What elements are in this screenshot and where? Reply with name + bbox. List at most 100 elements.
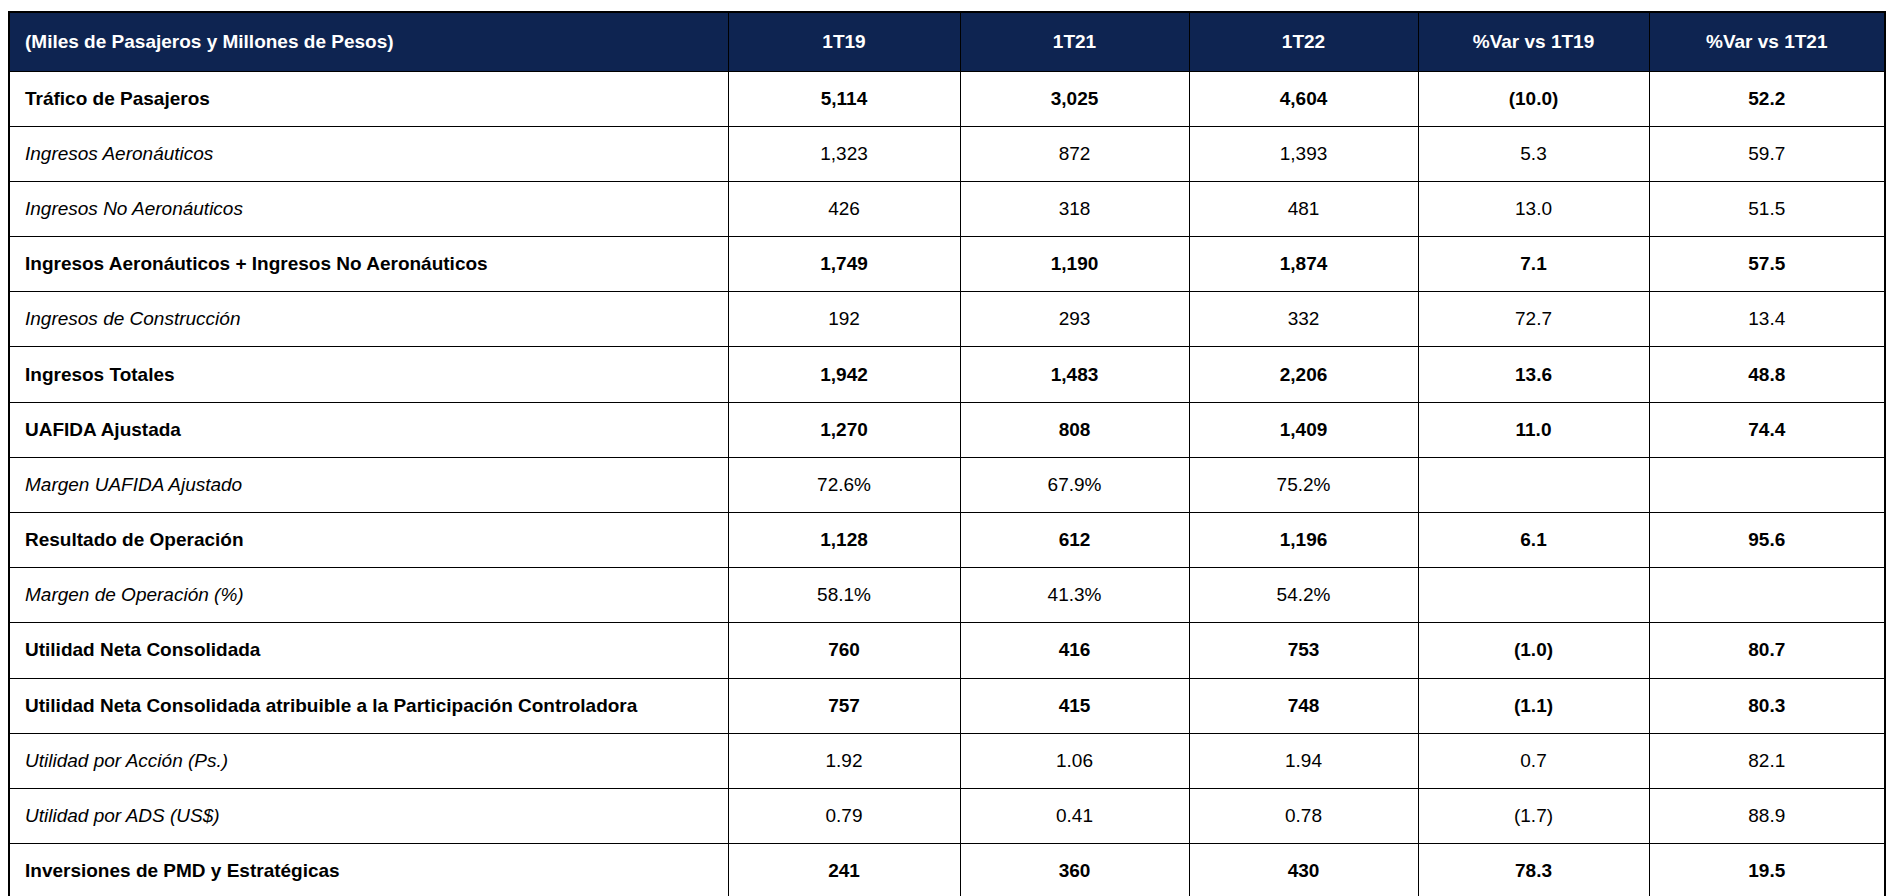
table-row: Margen de Operación (%)58.1%41.3%54.2% <box>9 568 1885 623</box>
column-header-1: 1T19 <box>728 12 960 71</box>
value-cell: 318 <box>960 181 1189 236</box>
value-cell: 88.9 <box>1649 788 1885 843</box>
value-cell <box>1649 457 1885 512</box>
value-cell: 241 <box>728 844 960 896</box>
financial-summary-table: (Miles de Pasajeros y Millones de Pesos)… <box>8 11 1886 896</box>
row-label: Resultado de Operación <box>9 513 728 568</box>
value-cell: 4,604 <box>1189 71 1418 126</box>
table-row: Resultado de Operación1,1286121,1966.195… <box>9 513 1885 568</box>
value-cell: 1,323 <box>728 126 960 181</box>
value-cell: 5.3 <box>1418 126 1649 181</box>
row-label: Tráfico de Pasajeros <box>9 71 728 126</box>
value-cell: 872 <box>960 126 1189 181</box>
value-cell: 54.2% <box>1189 568 1418 623</box>
value-cell: 1,749 <box>728 237 960 292</box>
value-cell: 192 <box>728 292 960 347</box>
value-cell: 0.41 <box>960 788 1189 843</box>
value-cell: 82.1 <box>1649 733 1885 788</box>
value-cell: 1.06 <box>960 733 1189 788</box>
value-cell: 48.8 <box>1649 347 1885 402</box>
value-cell: (1.1) <box>1418 678 1649 733</box>
row-label: Inversiones de PMD y Estratégicas <box>9 844 728 896</box>
value-cell: (1.0) <box>1418 623 1649 678</box>
row-label: Ingresos Totales <box>9 347 728 402</box>
row-label: Utilidad por Acción (Ps.) <box>9 733 728 788</box>
value-cell: 57.5 <box>1649 237 1885 292</box>
value-cell: 67.9% <box>960 457 1189 512</box>
value-cell: 293 <box>960 292 1189 347</box>
value-cell: 1,128 <box>728 513 960 568</box>
row-label: Utilidad Neta Consolidada <box>9 623 728 678</box>
value-cell: 1,196 <box>1189 513 1418 568</box>
value-cell: 360 <box>960 844 1189 896</box>
value-cell: 72.7 <box>1418 292 1649 347</box>
row-label: UAFIDA Ajustada <box>9 402 728 457</box>
table-row: Ingresos No Aeronáuticos42631848113.051.… <box>9 181 1885 236</box>
value-cell: 58.1% <box>728 568 960 623</box>
row-label: Utilidad por ADS (US$) <box>9 788 728 843</box>
header-row: (Miles de Pasajeros y Millones de Pesos)… <box>9 12 1885 71</box>
row-label: Margen UAFIDA Ajustado <box>9 457 728 512</box>
value-cell: 78.3 <box>1418 844 1649 896</box>
value-cell <box>1418 568 1649 623</box>
value-cell: 3,025 <box>960 71 1189 126</box>
value-cell <box>1418 457 1649 512</box>
value-cell: 59.7 <box>1649 126 1885 181</box>
value-cell: 481 <box>1189 181 1418 236</box>
table-body: Tráfico de Pasajeros5,1143,0254,604(10.0… <box>9 71 1885 896</box>
table-row: Ingresos Aeronáuticos1,3238721,3935.359.… <box>9 126 1885 181</box>
value-cell: 7.1 <box>1418 237 1649 292</box>
table-row: Ingresos Aeronáuticos + Ingresos No Aero… <box>9 237 1885 292</box>
value-cell: 5,114 <box>728 71 960 126</box>
value-cell <box>1649 568 1885 623</box>
value-cell: 748 <box>1189 678 1418 733</box>
value-cell: 1,393 <box>1189 126 1418 181</box>
row-label: Ingresos No Aeronáuticos <box>9 181 728 236</box>
value-cell: 51.5 <box>1649 181 1885 236</box>
value-cell: 1,942 <box>728 347 960 402</box>
row-label: Ingresos Aeronáuticos + Ingresos No Aero… <box>9 237 728 292</box>
value-cell: 1.92 <box>728 733 960 788</box>
value-cell: 1,409 <box>1189 402 1418 457</box>
value-cell: 416 <box>960 623 1189 678</box>
row-label: Ingresos de Construcción <box>9 292 728 347</box>
page: (Miles de Pasajeros y Millones de Pesos)… <box>0 0 1888 896</box>
table-row: Utilidad Neta Consolidada760416753(1.0)8… <box>9 623 1885 678</box>
value-cell: 760 <box>728 623 960 678</box>
column-header-2: 1T21 <box>960 12 1189 71</box>
value-cell: 0.7 <box>1418 733 1649 788</box>
value-cell: 80.3 <box>1649 678 1885 733</box>
value-cell: 95.6 <box>1649 513 1885 568</box>
column-header-3: 1T22 <box>1189 12 1418 71</box>
table-row: Utilidad Neta Consolidada atribuible a l… <box>9 678 1885 733</box>
value-cell: 80.7 <box>1649 623 1885 678</box>
value-cell: 753 <box>1189 623 1418 678</box>
value-cell: 1,483 <box>960 347 1189 402</box>
value-cell: 41.3% <box>960 568 1189 623</box>
row-label: Ingresos Aeronáuticos <box>9 126 728 181</box>
table-row: Inversiones de PMD y Estratégicas2413604… <box>9 844 1885 896</box>
value-cell: 6.1 <box>1418 513 1649 568</box>
value-cell: 13.6 <box>1418 347 1649 402</box>
value-cell: 0.78 <box>1189 788 1418 843</box>
row-label: Margen de Operación (%) <box>9 568 728 623</box>
value-cell: 0.79 <box>728 788 960 843</box>
value-cell: 1,190 <box>960 237 1189 292</box>
value-cell: 612 <box>960 513 1189 568</box>
table-row: Utilidad por ADS (US$)0.790.410.78(1.7)8… <box>9 788 1885 843</box>
table-row: UAFIDA Ajustada1,2708081,40911.074.4 <box>9 402 1885 457</box>
column-header-5: %Var vs 1T21 <box>1649 12 1885 71</box>
value-cell: 430 <box>1189 844 1418 896</box>
table-row: Ingresos de Construcción19229333272.713.… <box>9 292 1885 347</box>
value-cell: 1.94 <box>1189 733 1418 788</box>
value-cell: 72.6% <box>728 457 960 512</box>
value-cell: 1,874 <box>1189 237 1418 292</box>
column-header-4: %Var vs 1T19 <box>1418 12 1649 71</box>
value-cell: 332 <box>1189 292 1418 347</box>
value-cell: 1,270 <box>728 402 960 457</box>
value-cell: 808 <box>960 402 1189 457</box>
value-cell: 426 <box>728 181 960 236</box>
value-cell: (1.7) <box>1418 788 1649 843</box>
value-cell: 19.5 <box>1649 844 1885 896</box>
value-cell: 52.2 <box>1649 71 1885 126</box>
